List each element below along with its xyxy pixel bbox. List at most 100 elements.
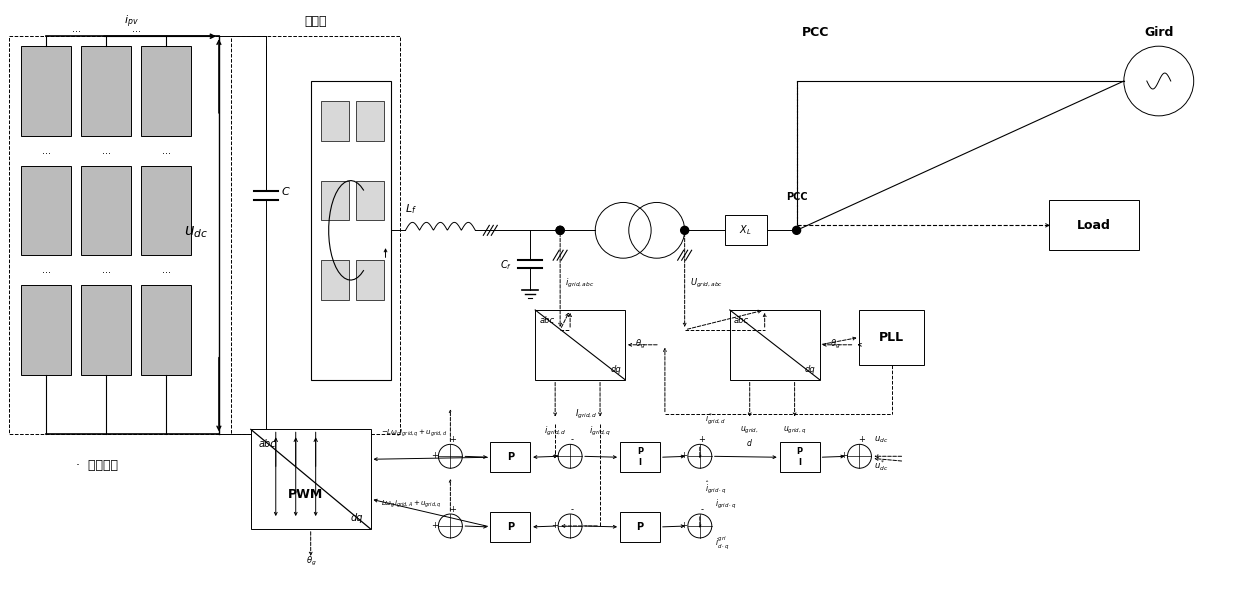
Text: $u_{grid,}$
$d$: $u_{grid,}$ $d$ (740, 424, 759, 448)
Bar (780, 442, 820, 472)
Bar (10, 36, 219, 435)
Text: $\theta_g$: $\theta_g$ (635, 338, 646, 352)
Text: PCC: PCC (786, 193, 807, 202)
Bar (141, 46, 191, 136)
Circle shape (557, 226, 564, 234)
Text: P: P (637, 447, 644, 456)
Text: PWM: PWM (288, 488, 324, 501)
Bar (356, 181, 383, 220)
Text: I: I (799, 458, 801, 467)
Text: P: P (507, 452, 513, 462)
Bar (490, 512, 531, 542)
Bar (321, 181, 348, 220)
Text: -: - (570, 505, 574, 514)
Text: ...: ... (72, 24, 81, 34)
Text: +: + (432, 521, 438, 530)
Text: C: C (281, 187, 289, 197)
Text: P: P (796, 447, 802, 456)
Text: $i_{grid,abc}$: $i_{grid,abc}$ (565, 276, 594, 290)
Bar (21, 46, 71, 136)
Bar (231, 36, 401, 435)
Circle shape (792, 226, 801, 234)
Bar (21, 285, 71, 374)
Bar (311, 81, 391, 380)
Text: I: I (639, 458, 641, 467)
Bar (321, 260, 348, 300)
Bar (81, 166, 131, 255)
Bar (356, 101, 383, 141)
Circle shape (681, 226, 688, 234)
Text: $C_f$: $C_f$ (500, 258, 512, 272)
Bar (724, 216, 766, 245)
Text: ...: ... (161, 146, 171, 156)
Bar (730, 310, 820, 380)
Text: $i^*_{grid,d}$: $i^*_{grid,d}$ (704, 411, 725, 427)
Text: ...: ... (131, 24, 140, 34)
Text: $I_{grid,d}$: $I_{grid,d}$ (575, 408, 598, 421)
Text: $i_{grid,d}$: $i_{grid,d}$ (544, 424, 567, 438)
Text: $i_{pv}$: $i_{pv}$ (124, 14, 139, 30)
Text: $i_{grid,q}$: $i_{grid,q}$ (589, 424, 611, 438)
Text: $\theta_g$: $\theta_g$ (306, 555, 316, 568)
Circle shape (557, 226, 564, 234)
Text: PLL: PLL (879, 331, 904, 344)
Text: $\hat{i}_{grid \cdot q}$: $\hat{i}_{grid \cdot q}$ (704, 479, 727, 495)
Bar (1049, 200, 1138, 250)
Bar (21, 166, 71, 255)
Text: $u_{dc}$: $u_{dc}$ (184, 225, 208, 240)
Text: $X_L$: $X_L$ (739, 223, 751, 237)
Text: $i_{grid \cdot q}$: $i_{grid \cdot q}$ (714, 497, 737, 510)
Bar (859, 310, 924, 365)
Bar (620, 512, 660, 542)
Text: P: P (636, 522, 644, 532)
Text: Load: Load (1078, 219, 1111, 232)
Bar (81, 285, 131, 374)
Text: $U_{grid,abc}$: $U_{grid,abc}$ (689, 276, 723, 290)
Text: ...: ... (161, 265, 171, 275)
Text: $L_f$: $L_f$ (405, 202, 418, 216)
Text: ...: ... (42, 146, 51, 156)
Bar (356, 260, 383, 300)
Text: +: + (432, 452, 438, 461)
Text: +: + (449, 505, 456, 514)
Text: ...: ... (42, 265, 51, 275)
Bar (250, 429, 371, 529)
Text: 逆变器: 逆变器 (305, 15, 327, 28)
Text: $u_{grid,q}$: $u_{grid,q}$ (782, 424, 806, 435)
Bar (250, 469, 361, 519)
Text: $u_{dc}$: $u_{dc}$ (874, 435, 889, 445)
Bar (620, 442, 660, 472)
Bar (81, 46, 131, 136)
Text: +: + (681, 521, 687, 530)
Bar (141, 285, 191, 374)
Text: abc: abc (539, 316, 554, 325)
Text: dq: dq (350, 513, 362, 523)
Text: $i^{gri}_{d \cdot q}$: $i^{gri}_{d \cdot q}$ (714, 535, 729, 551)
Bar (490, 442, 531, 472)
Text: ·  光伏阵列: · 光伏阵列 (76, 459, 118, 472)
Text: $\theta_g$: $\theta_g$ (830, 338, 841, 352)
Text: +: + (858, 435, 864, 444)
Text: -: - (701, 505, 703, 514)
Text: +: + (698, 435, 706, 444)
Text: +: + (551, 521, 558, 530)
Text: $u^*_{dc}$: $u^*_{dc}$ (874, 458, 889, 473)
Text: dq: dq (805, 365, 816, 374)
Text: +: + (839, 452, 847, 461)
Text: $L\omega_g i_{grid,A}+u_{grid,q}$: $L\omega_g i_{grid,A}+u_{grid,q}$ (381, 498, 441, 510)
Text: abc: abc (259, 439, 277, 449)
Bar (536, 310, 625, 380)
Text: ...: ... (102, 146, 110, 156)
Text: +: + (681, 452, 687, 461)
Text: ...: ... (102, 265, 110, 275)
Text: $-L\omega_g i_{grid,q}+u_{grid,d}$: $-L\omega_g i_{grid,q}+u_{grid,d}$ (381, 427, 448, 439)
Text: PCC: PCC (801, 26, 830, 39)
Bar (321, 101, 348, 141)
Text: +: + (449, 435, 456, 444)
Text: abc: abc (734, 316, 749, 325)
Text: +: + (551, 452, 558, 461)
Text: Gird: Gird (1145, 26, 1173, 39)
Text: P: P (507, 522, 513, 532)
Bar (141, 166, 191, 255)
Text: -: - (570, 435, 574, 444)
